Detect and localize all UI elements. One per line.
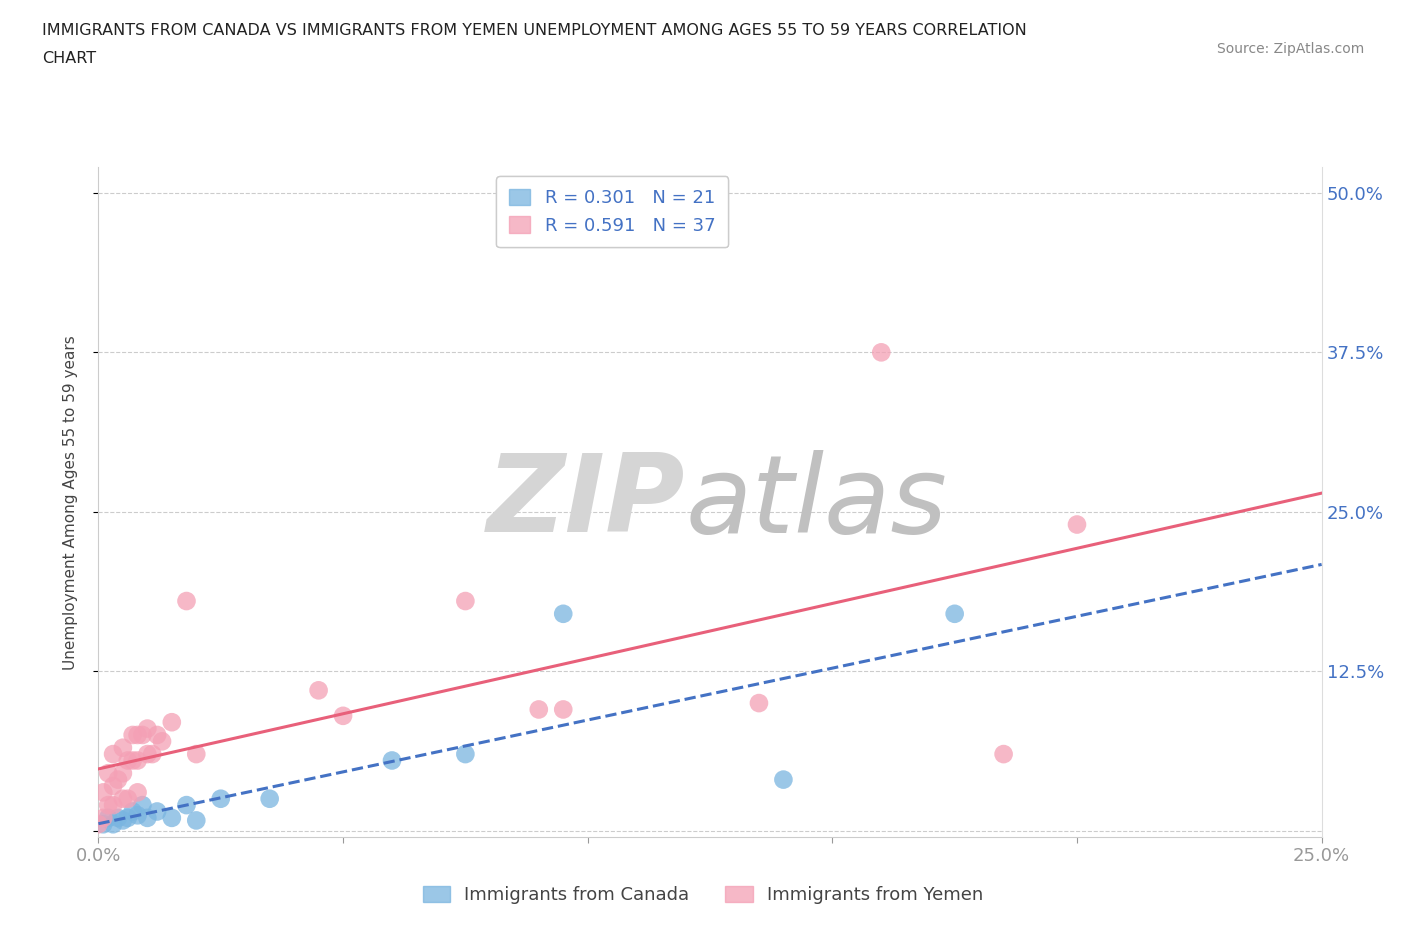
- Point: [127, 753, 149, 768]
- Point: [127, 727, 149, 742]
- Point: [101, 817, 124, 831]
- Point: [91, 817, 114, 831]
- Point: [101, 778, 124, 793]
- Point: [146, 804, 169, 819]
- Point: [121, 804, 143, 819]
- Point: [117, 753, 139, 768]
- Point: [553, 606, 575, 621]
- Point: [97, 765, 120, 780]
- Point: [146, 727, 169, 742]
- Point: [117, 810, 139, 825]
- Point: [748, 696, 770, 711]
- Point: [107, 772, 129, 787]
- Point: [91, 810, 114, 825]
- Point: [160, 810, 183, 825]
- Point: [101, 747, 124, 762]
- Point: [150, 734, 173, 749]
- Point: [91, 785, 114, 800]
- Point: [308, 683, 330, 698]
- Point: [136, 721, 159, 736]
- Point: [209, 791, 232, 806]
- Point: [101, 798, 124, 813]
- Point: [127, 785, 149, 800]
- Point: [97, 798, 120, 813]
- Y-axis label: Unemployment Among Ages 55 to 59 years: Unemployment Among Ages 55 to 59 years: [63, 335, 77, 670]
- Point: [160, 715, 183, 730]
- Point: [381, 753, 404, 768]
- Point: [870, 345, 893, 360]
- Point: [186, 813, 208, 828]
- Text: IMMIGRANTS FROM CANADA VS IMMIGRANTS FROM YEMEN UNEMPLOYMENT AMONG AGES 55 TO 59: IMMIGRANTS FROM CANADA VS IMMIGRANTS FRO…: [42, 23, 1026, 38]
- Point: [454, 593, 477, 608]
- Text: ZIP: ZIP: [488, 449, 686, 555]
- Point: [111, 813, 134, 828]
- Text: Source: ZipAtlas.com: Source: ZipAtlas.com: [1216, 42, 1364, 56]
- Point: [111, 791, 134, 806]
- Point: [454, 747, 477, 762]
- Point: [186, 747, 208, 762]
- Point: [772, 772, 794, 787]
- Point: [527, 702, 550, 717]
- Point: [259, 791, 281, 806]
- Point: [107, 810, 129, 825]
- Point: [111, 740, 134, 755]
- Point: [127, 808, 149, 823]
- Legend: R = 0.301   N = 21, R = 0.591   N = 37: R = 0.301 N = 21, R = 0.591 N = 37: [496, 177, 728, 247]
- Point: [97, 810, 120, 825]
- Text: CHART: CHART: [42, 51, 96, 66]
- Point: [176, 593, 198, 608]
- Point: [1066, 517, 1088, 532]
- Point: [121, 727, 143, 742]
- Text: atlas: atlas: [686, 450, 948, 554]
- Point: [136, 810, 159, 825]
- Point: [131, 727, 153, 742]
- Point: [176, 798, 198, 813]
- Point: [943, 606, 966, 621]
- Point: [117, 791, 139, 806]
- Point: [136, 747, 159, 762]
- Legend: Immigrants from Canada, Immigrants from Yemen: Immigrants from Canada, Immigrants from …: [416, 879, 990, 911]
- Point: [111, 765, 134, 780]
- Point: [121, 753, 143, 768]
- Point: [332, 709, 354, 724]
- Point: [993, 747, 1015, 762]
- Point: [131, 798, 153, 813]
- Point: [553, 702, 575, 717]
- Point: [87, 817, 110, 831]
- Point: [141, 747, 163, 762]
